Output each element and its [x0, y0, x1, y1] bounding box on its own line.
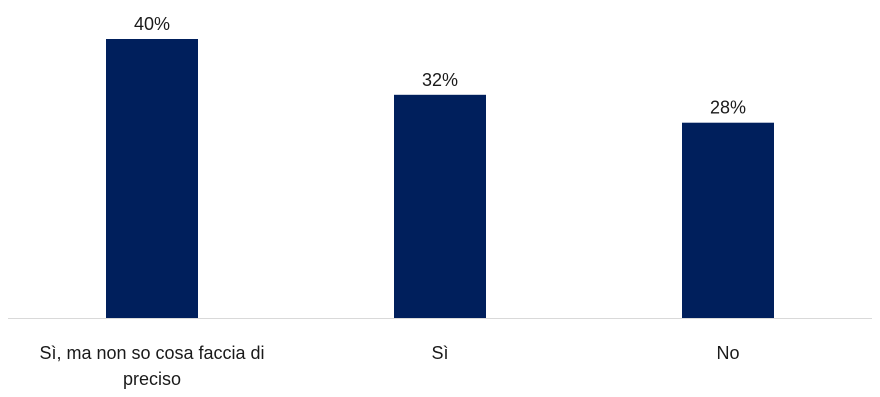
- category-label-2: Sì: [431, 343, 448, 363]
- category-label-1: Sì, ma non so cosa faccia di preciso: [39, 343, 264, 389]
- category-labels-layer: Sì, ma non so cosa faccia di preciso Sì No: [39, 343, 739, 389]
- category-label-line: preciso: [123, 369, 181, 389]
- category-label-line: No: [716, 343, 739, 363]
- bar-2: [394, 94, 486, 318]
- category-label-line: Sì, ma non so cosa faccia di: [39, 343, 264, 363]
- bar-1: [106, 39, 198, 318]
- value-label-1: 40%: [134, 14, 170, 34]
- value-label-2: 32%: [422, 70, 458, 90]
- category-label-3: No: [716, 343, 739, 363]
- bar-3: [682, 122, 774, 318]
- value-labels-layer: 40% 32% 28%: [134, 14, 746, 118]
- category-label-line: Sì: [431, 343, 448, 363]
- bars-layer: [106, 39, 774, 318]
- value-label-3: 28%: [710, 98, 746, 118]
